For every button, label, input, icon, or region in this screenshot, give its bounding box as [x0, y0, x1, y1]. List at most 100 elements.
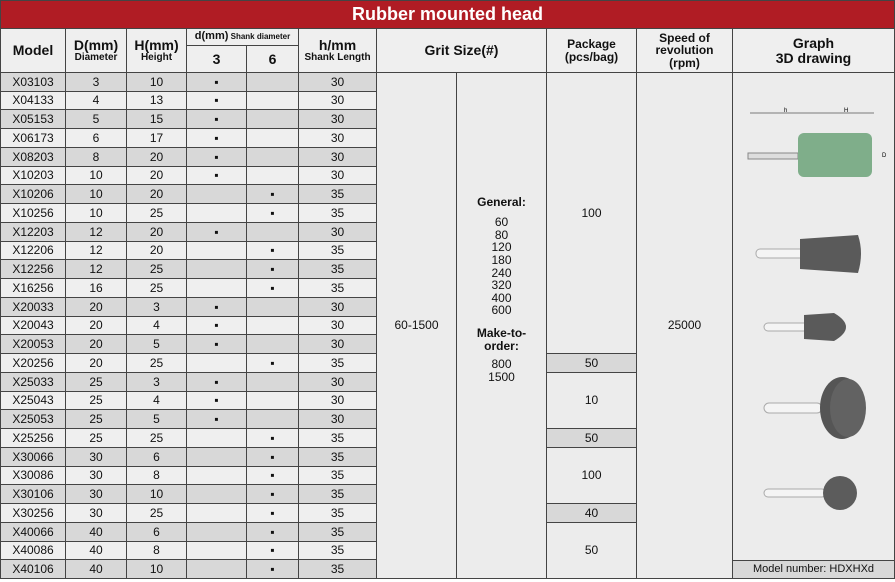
shank-6-cell: ▪ — [246, 466, 299, 485]
shank-label: d(mm) — [194, 30, 229, 43]
shank-6-cell: ▪ — [246, 503, 299, 523]
grit-general-label: General: — [477, 194, 526, 209]
grit-value: 180 — [491, 253, 512, 268]
shank-6-cell — [246, 297, 299, 317]
height-cell: 15 — [126, 109, 187, 129]
model-cell: X40066 — [0, 522, 66, 542]
header-graph: Graph 3D drawing — [732, 28, 895, 73]
grit-order-label: Make-to-order: — [476, 325, 527, 353]
diameter-cell: 30 — [65, 503, 127, 523]
shank-length-cell: 35 — [298, 259, 377, 279]
model-cell: X40106 — [0, 559, 66, 579]
height-cell: 20 — [126, 184, 187, 204]
diameter-cell: 30 — [65, 447, 127, 467]
grit-list: General: 60 80 120 180 240 320 400 600 Make-to-or… — [456, 72, 547, 579]
package-cell: 50 — [546, 522, 637, 579]
shank-3-cell: ▪ — [186, 128, 247, 148]
shank-6-cell: ▪ — [246, 428, 299, 448]
diameter-cell: 12 — [65, 222, 127, 242]
shank-length-cell: 30 — [298, 391, 377, 410]
shank-6-cell — [246, 334, 299, 354]
grit-value: 80 — [494, 227, 509, 242]
shank-length-cell: 35 — [298, 541, 377, 560]
grit-value: 600 — [491, 303, 512, 318]
grit-value: 120 — [491, 240, 512, 255]
model-cell: X06173 — [0, 128, 66, 148]
shank-3-cell — [186, 559, 247, 579]
model-cell: X10256 — [0, 203, 66, 223]
shank-length-cell: 30 — [298, 372, 377, 392]
height-cell: 10 — [126, 559, 187, 579]
shank-3-cell: ▪ — [186, 147, 247, 167]
shank-3-cell: ▪ — [186, 409, 247, 429]
height-cell: 10 — [126, 484, 187, 504]
model-cell: X30106 — [0, 484, 66, 504]
shank-6-cell: ▪ — [246, 203, 299, 223]
diameter-cell: 20 — [65, 297, 127, 317]
model-cell: X08203 — [0, 147, 66, 167]
package-cell: 10 — [546, 372, 637, 429]
model-cell: X12206 — [0, 241, 66, 260]
header-speed: Speed of revolution (rpm) — [636, 28, 733, 73]
diameter-cell: 20 — [65, 316, 127, 335]
height-cell: 5 — [126, 409, 187, 429]
grit-value: 400 — [491, 290, 512, 305]
shank-3-cell: ▪ — [186, 334, 247, 354]
len-label: h/mm — [318, 36, 357, 53]
model-cell: X25256 — [0, 428, 66, 448]
shank-length-cell: 30 — [298, 72, 377, 92]
diameter-cell: 6 — [65, 128, 127, 148]
cone-head — [755, 234, 861, 273]
shank-length-cell: 35 — [298, 503, 377, 523]
shank-length-cell: 35 — [298, 184, 377, 204]
shank-6-cell — [246, 72, 299, 92]
shank-length-cell: 35 — [298, 241, 377, 260]
shank-3-cell — [186, 466, 247, 485]
model-cell: X25043 — [0, 391, 66, 410]
model-cell: X25053 — [0, 409, 66, 429]
shank-3-cell — [186, 541, 247, 560]
height-cell: 25 — [126, 278, 187, 298]
shank-6-cell — [246, 391, 299, 410]
diameter-cell: 40 — [65, 541, 127, 560]
shank-6-cell: ▪ — [246, 447, 299, 467]
shank-length-cell: 30 — [298, 91, 377, 110]
shank-length-cell: 30 — [298, 147, 377, 167]
ball-head — [763, 475, 857, 510]
grit-value: 800 — [491, 357, 512, 372]
diameter-cell: 25 — [65, 409, 127, 429]
shank-6-cell: ▪ — [246, 241, 299, 260]
shank-6-cell — [246, 109, 299, 129]
grs: 3D drawing — [775, 49, 852, 66]
shank-6-cell — [246, 91, 299, 110]
speed-cell: 25000 — [636, 72, 733, 579]
shank-6-cell: ▪ — [246, 353, 299, 373]
shank-length-cell: 35 — [298, 466, 377, 485]
shank-6-cell: ▪ — [246, 541, 299, 560]
svg-text:D: D — [882, 153, 887, 159]
height-cell: 20 — [126, 147, 187, 167]
header-model: Model — [0, 28, 66, 73]
model-cell: X30086 — [0, 466, 66, 485]
diameter-cell: 5 — [65, 109, 127, 129]
height-cell: 8 — [126, 541, 187, 560]
height-cell: 6 — [126, 447, 187, 467]
shank-3-cell: ▪ — [186, 72, 247, 92]
diameter-cell: 12 — [65, 241, 127, 260]
diameter-cell: 25 — [65, 391, 127, 410]
diameter-cell: 40 — [65, 559, 127, 579]
model-cell: X16256 — [0, 278, 66, 298]
dimension-drawing: h H D — [747, 108, 887, 177]
height-cell: 20 — [126, 241, 187, 260]
shank-3-cell: ▪ — [186, 222, 247, 242]
shank-3-cell — [186, 241, 247, 260]
shank-3-cell — [186, 353, 247, 373]
header-height: H(mm) Height — [126, 28, 187, 73]
shank-3-cell — [186, 503, 247, 523]
disc-head — [763, 376, 866, 439]
shank-3-cell — [186, 447, 247, 467]
grit-value: 1500 — [488, 369, 515, 384]
shank-length-cell: 35 — [298, 278, 377, 298]
shank-6-cell: ▪ — [246, 184, 299, 204]
shank-length-cell: 30 — [298, 128, 377, 148]
